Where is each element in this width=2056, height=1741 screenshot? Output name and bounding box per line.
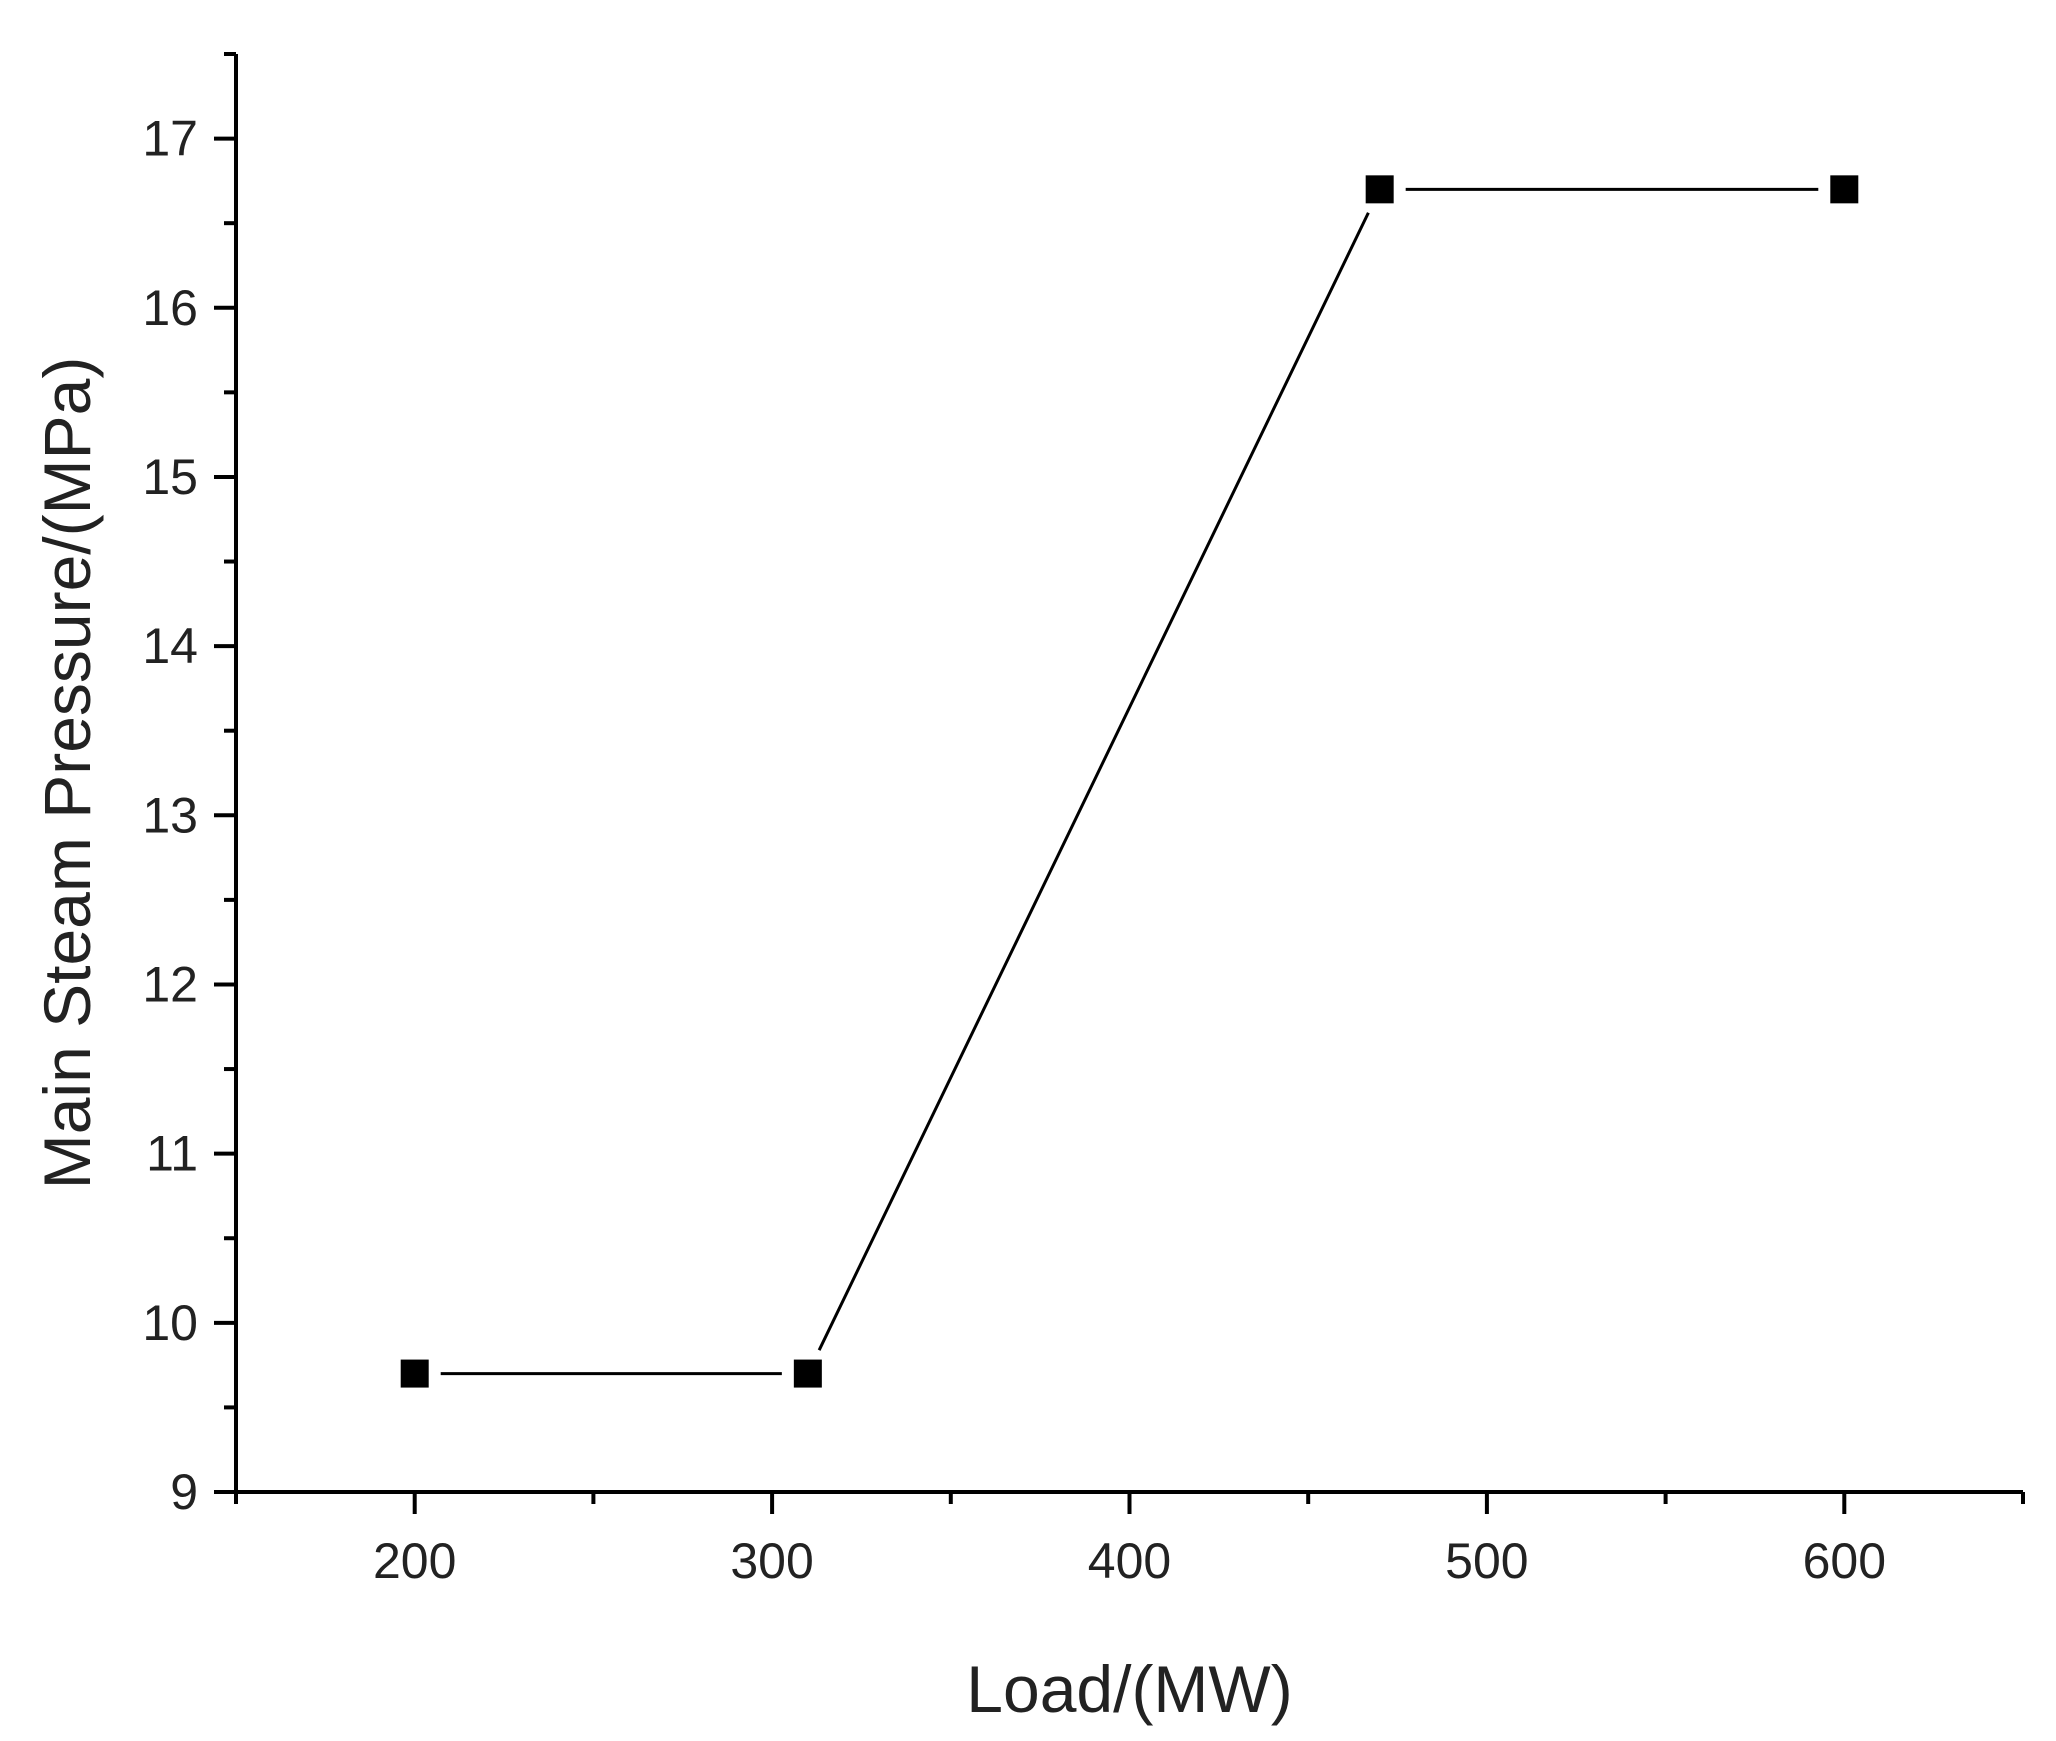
y-tick-label: 11: [146, 1126, 198, 1182]
tick-labels: 200 300 400 500 600 9 10 11 12 13 14 15 16 17: [142, 111, 1886, 1589]
data-point: [1830, 175, 1859, 204]
y-axis-title: Main Steam Pressure/(MPa): [30, 357, 104, 1190]
y-tick-label: 13: [142, 787, 198, 843]
x-tick-label: 200: [373, 1533, 456, 1589]
data-point: [1365, 175, 1394, 204]
y-tick-label: 17: [142, 111, 198, 167]
y-tick-label: 14: [142, 618, 198, 674]
series-line-segment: [817, 212, 1370, 1351]
series-0: [400, 175, 1859, 1388]
x-tick-label: 500: [1445, 1533, 1528, 1589]
ticks: [214, 52, 2025, 1514]
x-tick-label: 400: [1088, 1533, 1171, 1589]
y-tick-label: 10: [142, 1295, 198, 1351]
x-tick-label: 300: [730, 1533, 813, 1589]
series: [400, 175, 1859, 1388]
axes: [234, 54, 2023, 1494]
x-tick-label: 600: [1803, 1533, 1886, 1589]
y-tick-label: 16: [142, 280, 198, 336]
y-tick-label: 15: [142, 449, 198, 505]
data-point: [793, 1359, 822, 1388]
y-tick-label: 12: [142, 956, 198, 1012]
data-point: [400, 1359, 429, 1388]
y-tick-label: 9: [170, 1464, 198, 1520]
x-axis-title: Load/(MW): [966, 1652, 1292, 1726]
